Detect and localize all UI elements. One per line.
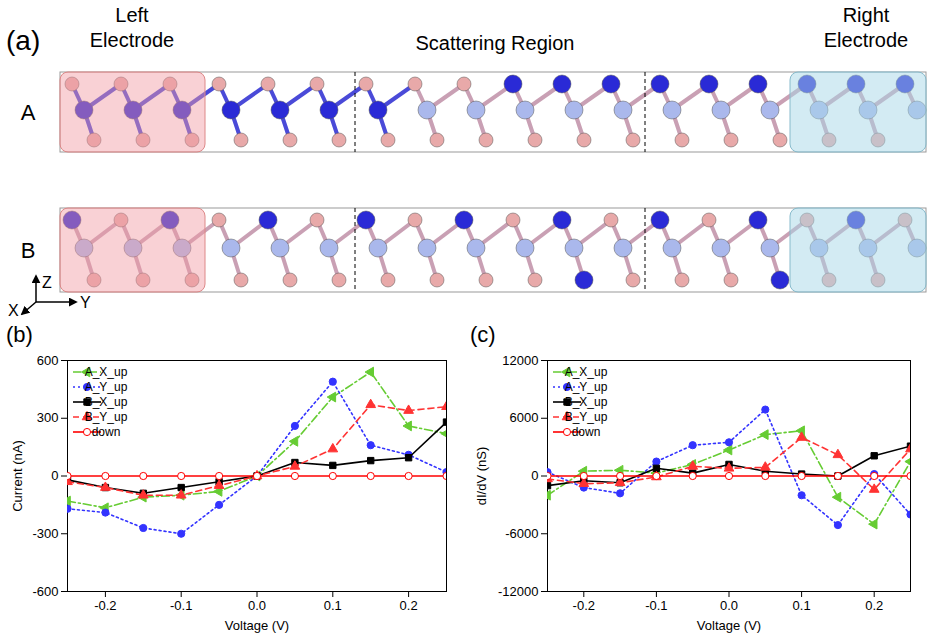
html-text:(c): (c) (470, 322, 496, 347)
svg-text:B_Y_up: B_Y_up (565, 410, 608, 424)
svg-text:0: 0 (531, 468, 538, 483)
svg-text:A_X_up: A_X_up (85, 365, 128, 379)
svg-text:B: B (21, 238, 36, 263)
svg-text:12000: 12000 (502, 353, 538, 368)
svg-text:Voltage (V): Voltage (V) (225, 618, 289, 633)
svg-text:-600: -600 (32, 584, 58, 599)
svg-text:600: 600 (37, 353, 59, 368)
svg-text:RightElectrode: RightElectrode (824, 4, 909, 51)
svg-text:6000: 6000 (510, 410, 539, 425)
svg-text:X: X (8, 302, 19, 318)
svg-text:down: down (572, 425, 601, 439)
svg-text:(a): (a) (6, 25, 40, 56)
svg-text:0: 0 (51, 468, 58, 483)
svg-text:Z: Z (42, 274, 52, 291)
svg-text:Y: Y (80, 294, 91, 311)
svg-text:0.2: 0.2 (865, 598, 883, 613)
svg-text:0.1: 0.1 (793, 598, 811, 613)
svg-text:Voltage (V): Voltage (V) (697, 618, 761, 633)
svg-text:A_X_up: A_X_up (565, 365, 608, 379)
svg-text:A_Y_up: A_Y_up (85, 380, 128, 394)
svg-text:A_Y_up: A_Y_up (565, 380, 608, 394)
svg-text:-0.1: -0.1 (645, 598, 667, 613)
svg-text:B_X_up: B_X_up (85, 395, 128, 409)
svg-text:0.2: 0.2 (400, 598, 418, 613)
svg-text:0.1: 0.1 (324, 598, 342, 613)
svg-text:LeftElectrode: LeftElectrode (90, 4, 175, 51)
svg-text:-300: -300 (32, 526, 58, 541)
html-text:(b): (b) (6, 322, 33, 347)
svg-text:-0.2: -0.2 (573, 598, 595, 613)
svg-text:0.0: 0.0 (720, 598, 738, 613)
svg-text:0.0: 0.0 (248, 598, 266, 613)
svg-text:dI/dV (nS): dI/dV (nS) (474, 447, 489, 506)
svg-text:A: A (21, 100, 36, 125)
svg-text:300: 300 (37, 410, 59, 425)
svg-text:B_Y_up: B_Y_up (85, 410, 128, 424)
svg-text:Current (nA): Current (nA) (10, 440, 25, 512)
svg-text:down: down (92, 425, 121, 439)
svg-text:-0.1: -0.1 (170, 598, 192, 613)
svg-text:-12000: -12000 (498, 584, 538, 599)
svg-text:Scattering Region: Scattering Region (416, 32, 575, 54)
svg-text:-0.2: -0.2 (94, 598, 116, 613)
svg-text:-6000: -6000 (505, 526, 538, 541)
svg-text:B_X_up: B_X_up (565, 395, 608, 409)
